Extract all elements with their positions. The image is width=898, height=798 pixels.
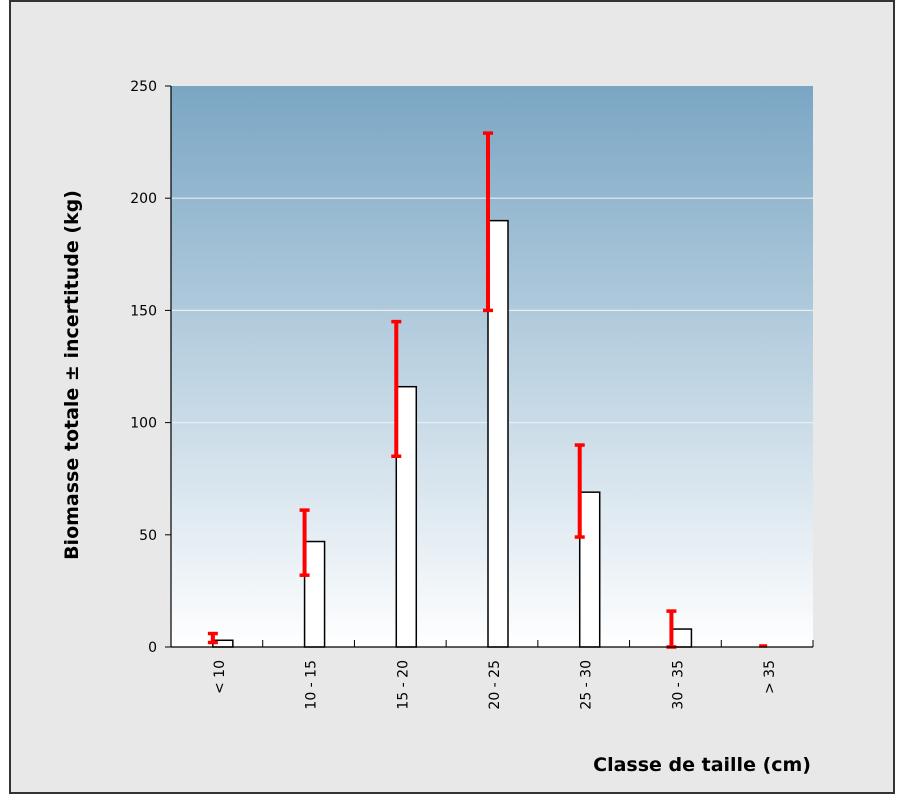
bar [395, 385, 418, 648]
x-axis-title: Classe de taille (cm) [593, 754, 811, 776]
y-tick-label: 150 [130, 303, 157, 319]
error-bar [207, 631, 218, 645]
error-bar [574, 443, 585, 539]
x-tick-label: 10 - 15 [304, 660, 320, 710]
error-bar [299, 508, 310, 577]
x-tick-label: 30 - 35 [670, 660, 686, 710]
y-tick-label: 200 [130, 191, 157, 207]
bar [303, 540, 326, 648]
x-tick-label: < 10 [212, 660, 228, 694]
y-tick-label: 100 [130, 416, 157, 432]
bar [670, 628, 693, 648]
y-ticks: 0 50 100 150 200 250 [130, 79, 171, 656]
y-tick-label: 250 [130, 79, 157, 95]
error-bars [207, 131, 768, 649]
error-bar [483, 131, 493, 313]
bar [578, 491, 601, 648]
y-tick-label: 50 [139, 528, 157, 544]
x-tick-label: > 35 [762, 660, 778, 694]
x-tick-label: 25 - 30 [579, 660, 595, 710]
x-tick-label: 20 - 25 [487, 660, 503, 710]
y-axis-title: Biomasse totale ± incertitude (kg) [61, 190, 83, 560]
x-ticks: < 10 10 - 15 15 - 20 20 - 25 25 - 30 30 - 35 >… [170, 640, 814, 710]
x-tick-label: 15 - 20 [395, 660, 411, 710]
axes [170, 86, 813, 648]
y-tick-label: 0 [148, 640, 157, 656]
bar [487, 219, 509, 648]
error-bar [391, 319, 402, 459]
